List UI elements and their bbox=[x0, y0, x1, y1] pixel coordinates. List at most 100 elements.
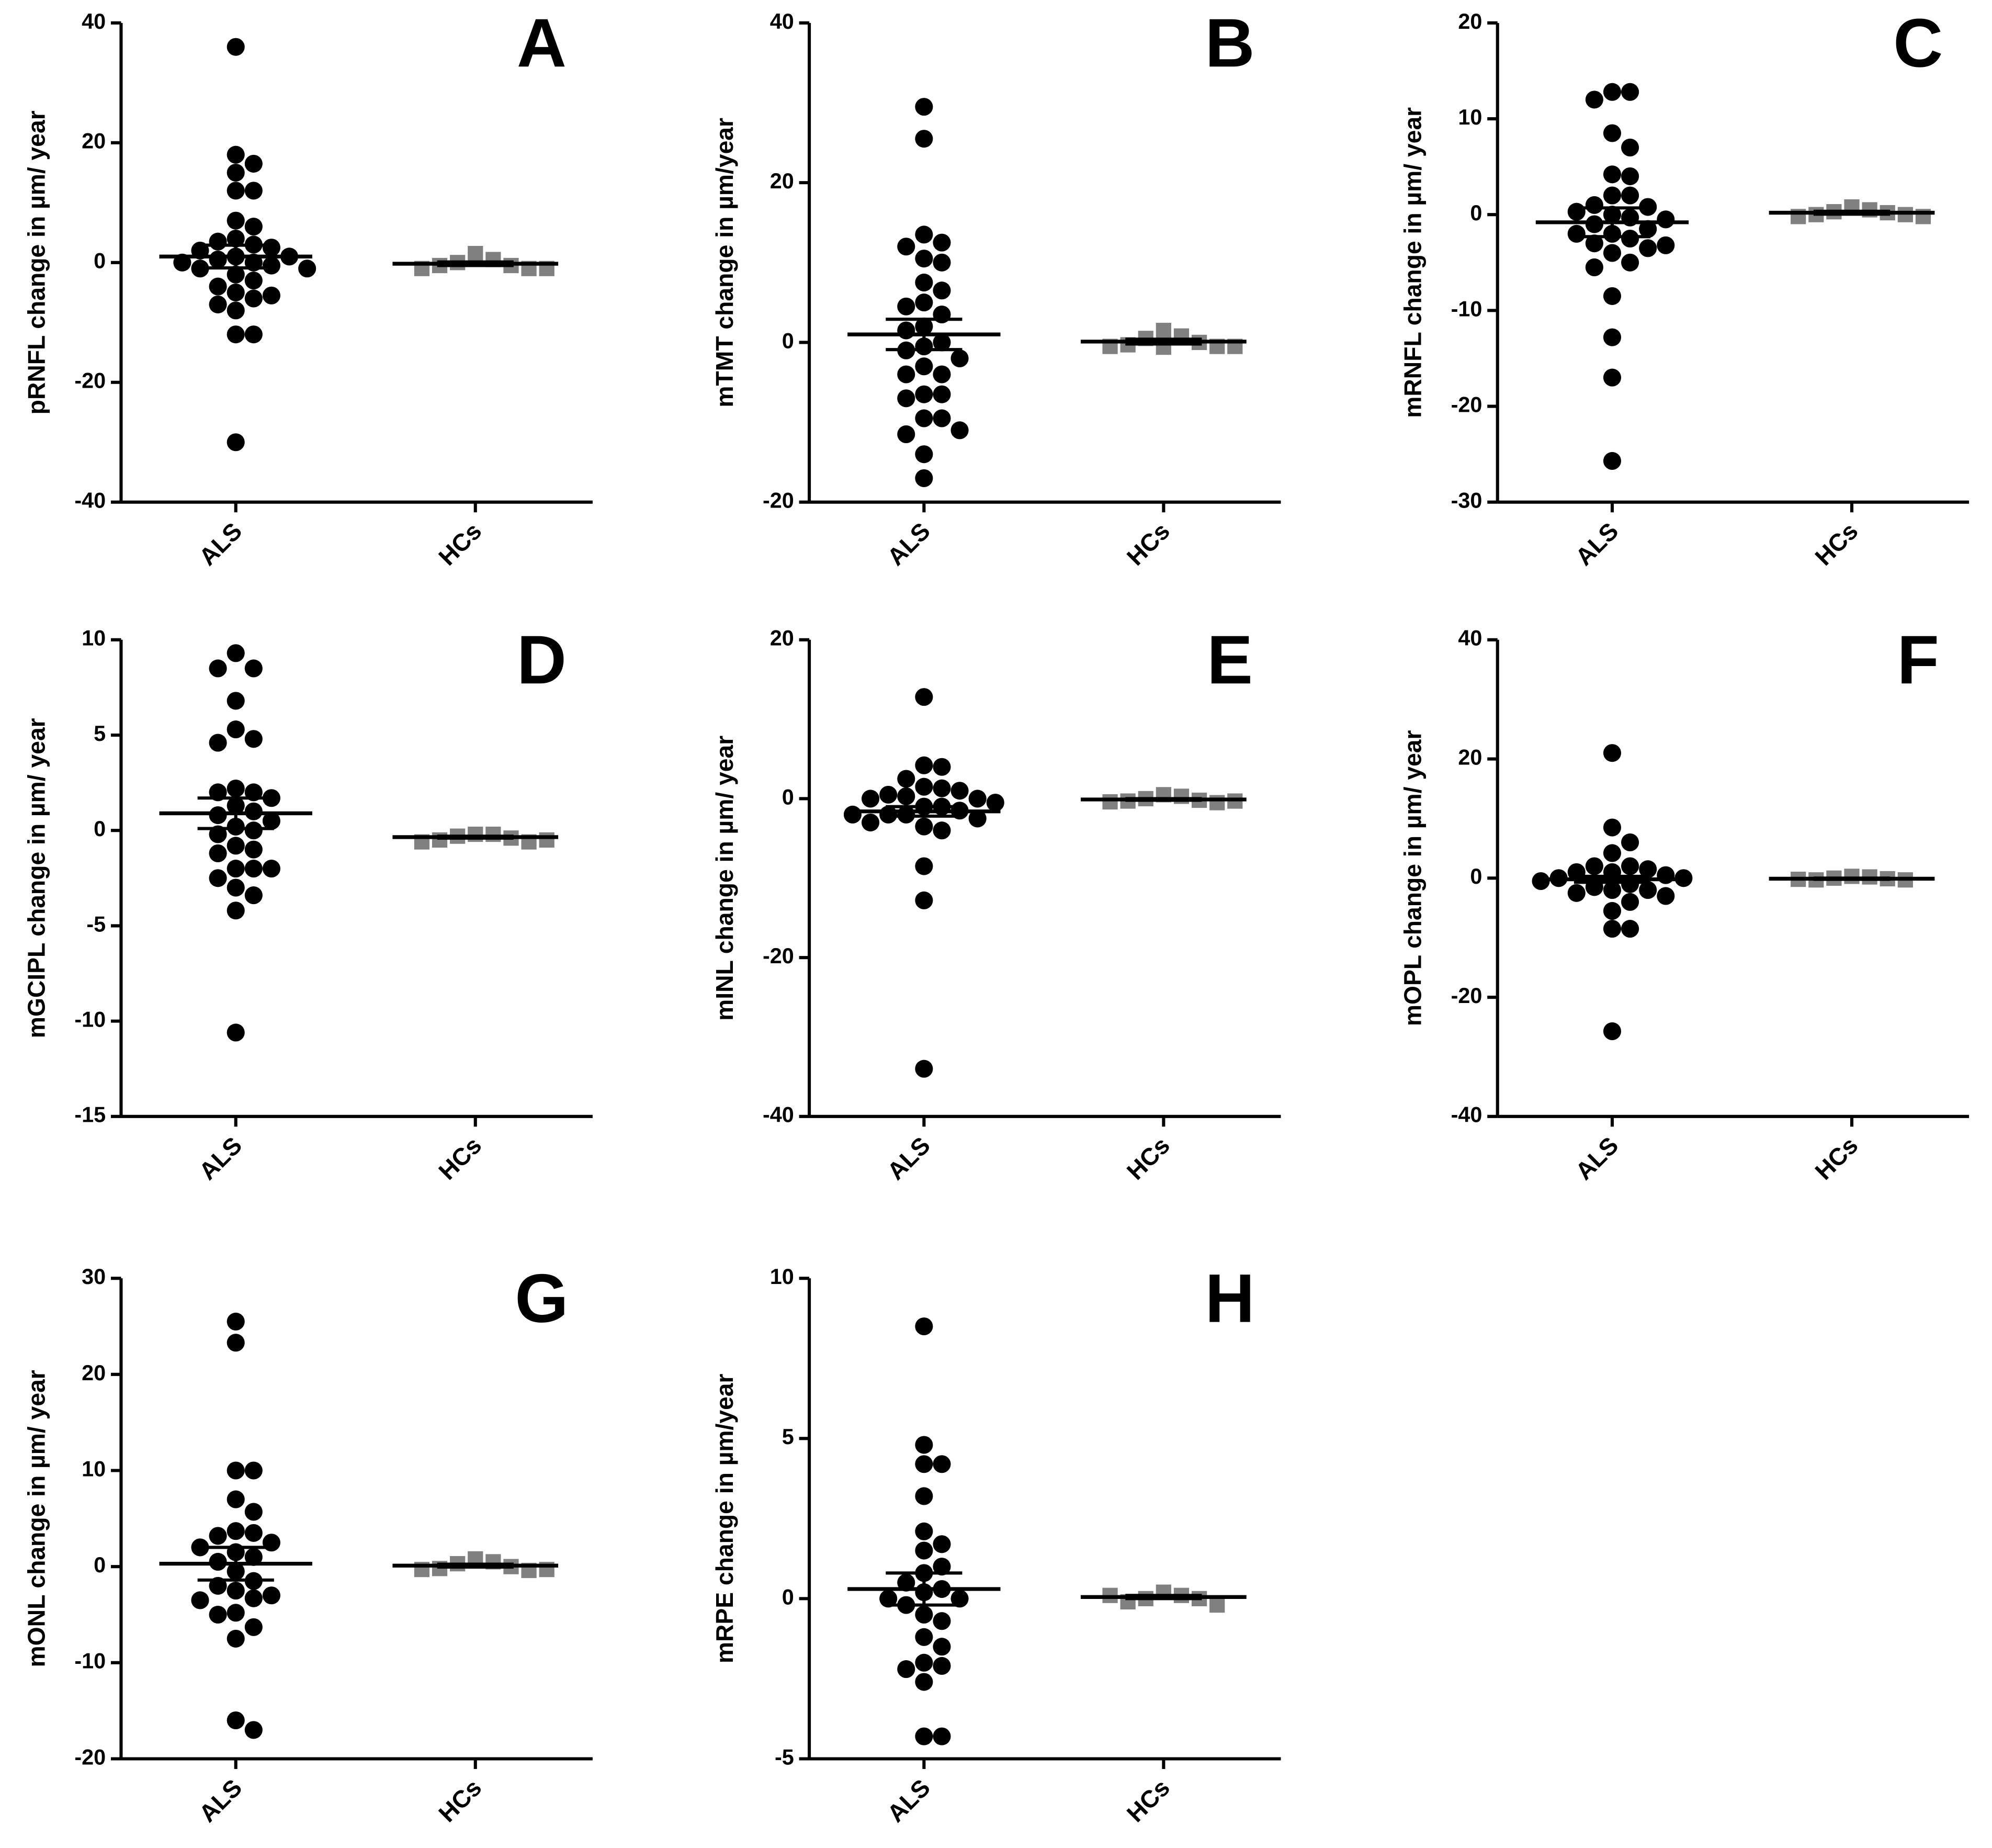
als-point bbox=[915, 1060, 933, 1078]
als-point bbox=[843, 805, 862, 824]
als-point bbox=[209, 1527, 227, 1545]
als-point bbox=[1585, 91, 1603, 109]
als-point bbox=[933, 1558, 951, 1576]
als-point bbox=[1603, 368, 1622, 387]
als-point bbox=[227, 1522, 245, 1540]
als-point bbox=[950, 349, 969, 368]
als-point bbox=[227, 433, 245, 452]
als-point bbox=[1621, 167, 1639, 185]
als-point bbox=[933, 1455, 951, 1473]
als-point bbox=[244, 1589, 263, 1607]
hc-point bbox=[1102, 794, 1118, 810]
x-tick-label: ALS bbox=[194, 517, 247, 570]
als-point bbox=[879, 1590, 898, 1608]
als-point bbox=[915, 294, 933, 312]
x-tick-label: HCs bbox=[1122, 517, 1175, 570]
als-point bbox=[915, 1455, 933, 1473]
als-point bbox=[933, 1535, 951, 1553]
als-point bbox=[244, 886, 263, 905]
als-point bbox=[1603, 186, 1622, 205]
als-point bbox=[915, 1487, 933, 1505]
als-point bbox=[1621, 893, 1639, 911]
als-point bbox=[915, 98, 933, 116]
als-point bbox=[897, 238, 915, 256]
als-point bbox=[915, 1673, 933, 1691]
als-point bbox=[1639, 220, 1657, 238]
als-point bbox=[209, 251, 227, 269]
als-point bbox=[1603, 165, 1622, 184]
als-point bbox=[1603, 124, 1622, 142]
als-point bbox=[915, 130, 933, 148]
als-point bbox=[1621, 186, 1639, 205]
als-point bbox=[1639, 881, 1657, 899]
als-point bbox=[227, 1711, 245, 1730]
als-point bbox=[244, 289, 263, 308]
als-point bbox=[1585, 857, 1603, 875]
y-tick-label: 10 bbox=[770, 1265, 794, 1289]
x-tick-label: ALS bbox=[1570, 517, 1623, 570]
x-tick-label: ALS bbox=[882, 1132, 935, 1185]
x-tick-label: ALS bbox=[882, 517, 935, 570]
als-point bbox=[1603, 83, 1622, 101]
als-point bbox=[933, 1657, 951, 1675]
y-tick-label: -40 bbox=[763, 1103, 794, 1127]
als-point bbox=[262, 239, 280, 257]
y-tick-label: 10 bbox=[1458, 105, 1482, 129]
panel-label: H bbox=[1205, 1260, 1255, 1337]
y-tick-label: 10 bbox=[82, 626, 106, 650]
als-point bbox=[227, 1629, 245, 1648]
als-point bbox=[897, 787, 915, 805]
als-point bbox=[915, 445, 933, 464]
y-tick-label: -20 bbox=[74, 369, 106, 393]
als-point bbox=[1567, 202, 1586, 221]
als-point bbox=[933, 758, 951, 776]
y-tick-label: 0 bbox=[1470, 201, 1482, 225]
als-point bbox=[227, 1582, 245, 1600]
als-point bbox=[1621, 833, 1639, 852]
als-point bbox=[227, 1023, 245, 1042]
als-point bbox=[1639, 860, 1657, 878]
als-point bbox=[933, 385, 951, 403]
y-tick-label: -10 bbox=[74, 1008, 106, 1032]
als-point bbox=[915, 1317, 933, 1336]
x-tick-label: HCs bbox=[433, 1774, 486, 1827]
y-tick-label: 20 bbox=[770, 169, 794, 193]
als-point bbox=[1603, 1022, 1622, 1041]
als-point bbox=[968, 809, 987, 828]
als-point bbox=[1585, 234, 1603, 253]
als-point bbox=[986, 794, 1004, 812]
hc-point bbox=[1897, 207, 1913, 222]
als-point bbox=[1603, 818, 1622, 837]
panel: -40 -20 0 20 mINL change in µm/ year E ALS HCs bbox=[711, 621, 1281, 1185]
panel: -40 -20 0 20 40 mOPL change in µm/ year F ALS HC… bbox=[1399, 621, 1970, 1185]
als-point bbox=[227, 860, 245, 878]
als-point bbox=[915, 777, 933, 796]
y-tick-label: 40 bbox=[82, 9, 106, 33]
als-point bbox=[897, 365, 915, 384]
als-point bbox=[1603, 244, 1622, 262]
y-axis-label: mRNFL change in µm/ year bbox=[1399, 107, 1427, 418]
panel: -20 0 20 40 mTMT change in µm/year B ALS HCs bbox=[711, 4, 1281, 571]
y-axis-label: mTMT change in µm/year bbox=[711, 118, 738, 408]
als-point bbox=[933, 365, 951, 384]
y-axis-label: mONL change in µm/ year bbox=[22, 1370, 50, 1667]
als-point bbox=[209, 277, 227, 296]
y-tick-label: -5 bbox=[775, 1745, 794, 1769]
als-point bbox=[897, 321, 915, 340]
panel-label: G bbox=[515, 1260, 568, 1337]
panel-label: A bbox=[517, 4, 567, 81]
als-point bbox=[227, 265, 245, 284]
y-tick-label: 20 bbox=[1458, 745, 1482, 769]
als-point bbox=[209, 844, 227, 862]
y-axis-label: mINL change in µm/ year bbox=[711, 736, 738, 1021]
als-point bbox=[1621, 857, 1639, 875]
als-point bbox=[227, 38, 245, 56]
panel: -20 -10 0 10 20 30 mONL change in µm/ year G ALS… bbox=[22, 1260, 593, 1827]
als-point bbox=[1603, 287, 1622, 305]
als-point bbox=[915, 385, 933, 403]
als-point bbox=[227, 720, 245, 739]
als-point bbox=[227, 692, 245, 710]
als-point bbox=[915, 226, 933, 244]
als-point bbox=[1657, 210, 1675, 229]
als-point bbox=[227, 1461, 245, 1480]
